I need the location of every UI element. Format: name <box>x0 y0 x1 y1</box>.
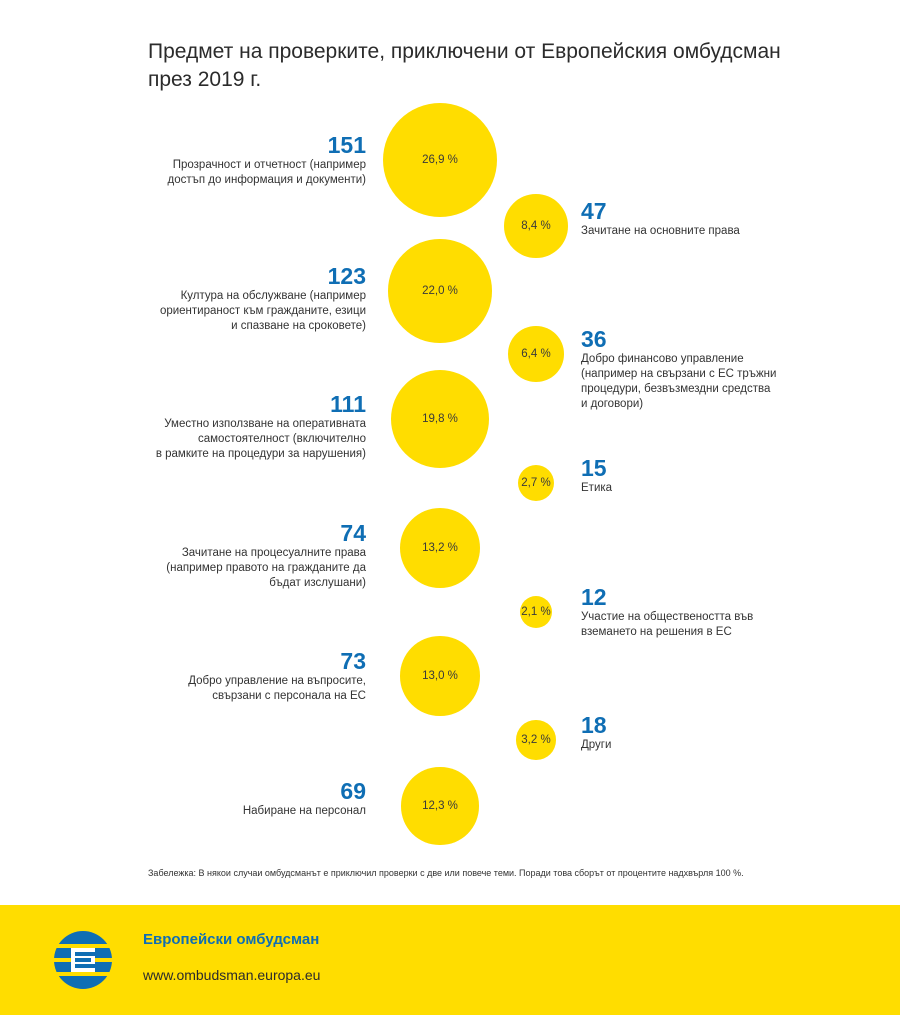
bubble-count: 18 <box>581 712 607 738</box>
bubble-18: 3,2 % <box>516 720 556 760</box>
footnote: Забележка: В някои случаи омбудсманът е … <box>148 868 744 878</box>
chart-title-line2: през 2019 г. <box>148 68 262 91</box>
bubble-36: 6,4 % <box>508 326 564 382</box>
bubble-description: Набиране на персонал <box>242 805 366 817</box>
bubble-percent: 3,2 % <box>521 733 551 746</box>
website-link[interactable]: www.ombudsman.europa.eu <box>143 967 321 983</box>
bubble-count: 123 <box>327 263 366 289</box>
bubble-description: Уместно използване на оперативната самос… <box>155 418 366 460</box>
bubble-percent: 6,4 % <box>521 347 551 360</box>
bubble-12: 2,1 % <box>520 596 552 628</box>
bubble-123: 22,0 % <box>388 239 492 343</box>
bubble-47: 8,4 % <box>504 194 568 258</box>
bubble-percent: 13,2 % <box>422 541 458 554</box>
european-ombudsman-logo-icon <box>53 931 113 989</box>
bubble-description: Други <box>581 739 612 751</box>
bubble-label: 47 Зачитане на основните права <box>581 198 811 239</box>
bubble-percent: 13,0 % <box>422 669 458 682</box>
bubble-count: 73 <box>340 648 366 674</box>
bubble-percent: 2,1 % <box>521 606 551 618</box>
bubble-label: 111 Уместно използване на оперативната са… <box>126 391 366 462</box>
bubble-percent: 12,3 % <box>422 799 458 812</box>
bubble-label: 74 Зачитане на процесуалните права (напри… <box>126 520 366 591</box>
bubble-count: 69 <box>340 778 366 804</box>
bubble-count: 151 <box>327 132 366 158</box>
bubble-label: 69 Набиране на персонал <box>126 778 366 819</box>
bubble-count: 111 <box>330 391 366 417</box>
bubble-chart: 26,9 % 151 Прозрачност и отчетност (наприм… <box>126 103 811 845</box>
chart-title: Предмет на проверките, приключени от Евр… <box>148 38 828 94</box>
chart-title-line1: Предмет на проверките, приключени от Евр… <box>148 40 781 63</box>
bubble-description: Прозрачност и отчетност (например достъп… <box>167 159 366 186</box>
bubble-percent: 26,9 % <box>422 154 458 166</box>
bubble-description: Добро управление на въпросите, свързани … <box>188 675 366 702</box>
bubble-percent: 8,4 % <box>521 219 551 232</box>
bubble-description: Добро финансово управление (например на … <box>581 353 777 410</box>
bubble-74: 13,2 % <box>400 508 480 588</box>
bubble-percent: 22,0 % <box>422 284 458 297</box>
bubble-69: 12,3 % <box>401 767 479 845</box>
bubble-percent: 2,7 % <box>521 476 551 489</box>
bubble-count: 74 <box>340 520 366 546</box>
bubble-label: 12 Участие на обществеността във вземанет… <box>581 584 811 640</box>
bubble-label: 18 Други <box>581 712 811 753</box>
bubble-111: 19,8 % <box>391 370 489 468</box>
bubble-label: 73 Добро управление на въпросите, свързан… <box>126 648 366 704</box>
bubble-label: 151 Прозрачност и отчетност (например дос… <box>126 132 366 188</box>
brand-name: Европейски омбудсман <box>143 931 320 948</box>
bubble-description: Участие на обществеността във вземането … <box>581 611 754 638</box>
bubble-15: 2,7 % <box>517 464 555 502</box>
bubble-label: 36 Добро финансово управление (например н… <box>581 326 811 412</box>
bubble-description: Зачитане на основните права <box>581 225 740 237</box>
bubble-label: 123 Култура на обслужване (например ориен… <box>126 263 366 334</box>
bubble-count: 15 <box>581 455 607 481</box>
bubble-151: 26,9 % <box>383 103 497 217</box>
bubble-count: 36 <box>581 326 607 352</box>
bubble-description: Етика <box>581 482 613 494</box>
footer-band: Европейски омбудсман www.ombudsman.europ… <box>0 905 900 1015</box>
bubble-description: Зачитане на процесуалните права (наприме… <box>166 547 366 589</box>
bubble-count: 47 <box>581 198 607 224</box>
bubble-percent: 19,8 % <box>422 412 458 425</box>
bubble-73: 13,0 % <box>400 636 480 716</box>
bubble-label: 15 Етика <box>581 455 811 496</box>
bubble-description: Култура на обслужване (например ориентир… <box>159 290 366 332</box>
bubble-count: 12 <box>581 584 607 610</box>
